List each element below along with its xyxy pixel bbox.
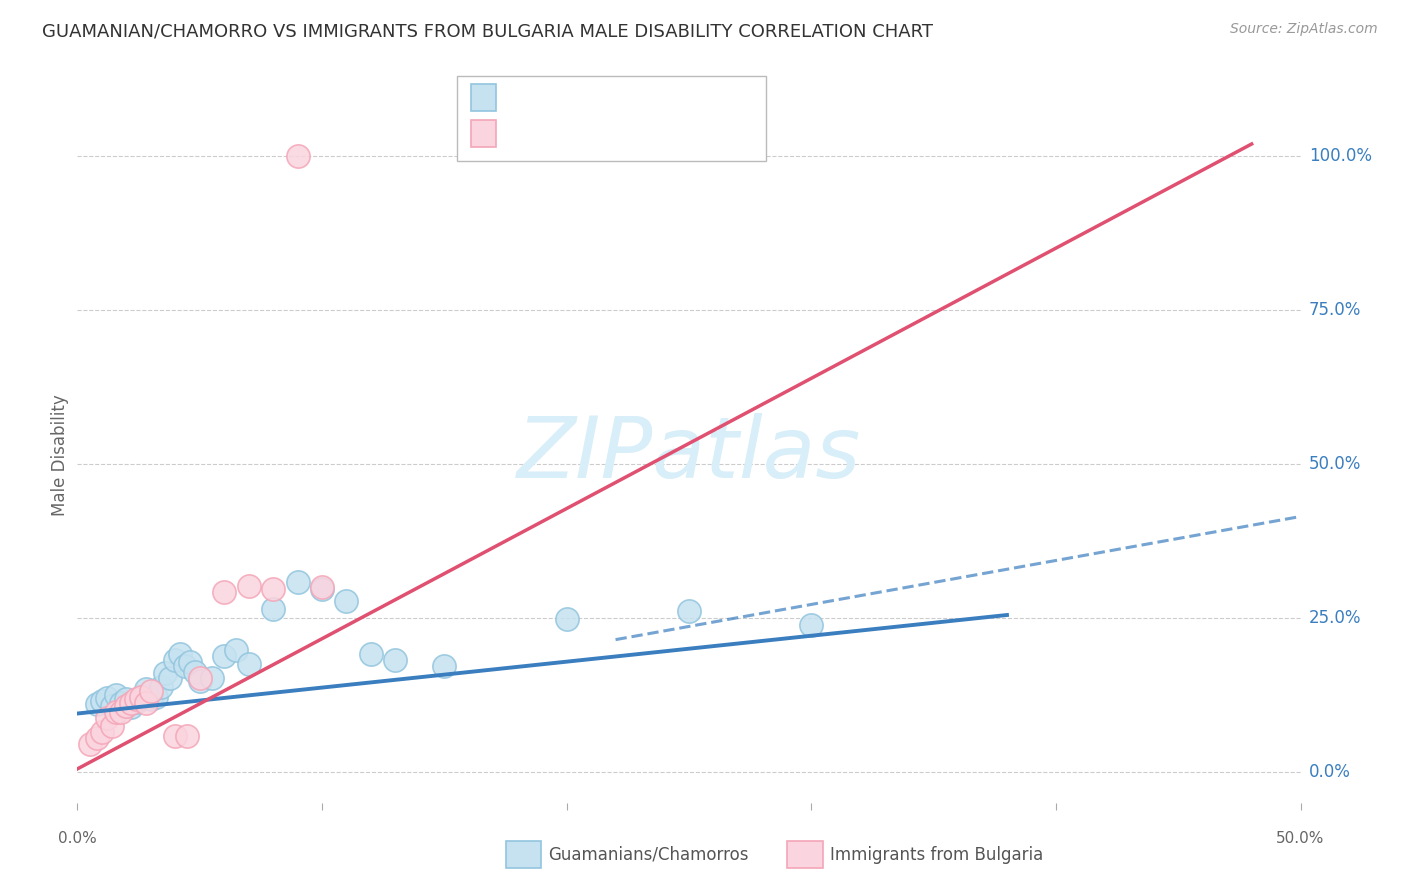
Point	[105, 688, 128, 702]
Point	[188, 672, 211, 686]
Point	[165, 653, 187, 667]
Point	[360, 647, 382, 661]
Point	[129, 691, 152, 706]
Text: 100.0%: 100.0%	[1309, 147, 1372, 165]
Point	[384, 653, 406, 667]
Point	[120, 700, 142, 714]
Point	[159, 672, 181, 686]
Point	[179, 656, 201, 670]
Point	[335, 594, 357, 608]
Point	[225, 643, 247, 657]
Text: R = 0.380   N = 36: R = 0.380 N = 36	[506, 88, 676, 106]
Point	[86, 731, 108, 746]
Point	[96, 711, 118, 725]
Point	[174, 659, 197, 673]
Point	[184, 665, 207, 680]
Point	[135, 681, 157, 696]
Point	[169, 647, 191, 661]
Point	[79, 737, 101, 751]
Point	[433, 659, 456, 673]
Point	[165, 729, 187, 743]
Text: 0.0%: 0.0%	[1309, 763, 1351, 781]
Point	[212, 585, 235, 599]
Point	[120, 696, 142, 710]
Point	[86, 698, 108, 712]
Point	[139, 692, 162, 706]
Text: R = 0.970   N = 21: R = 0.970 N = 21	[506, 125, 676, 143]
Text: 0.0%: 0.0%	[58, 830, 97, 846]
Point	[287, 575, 309, 590]
Point	[800, 618, 823, 632]
Point	[90, 725, 112, 739]
Point	[188, 673, 211, 688]
Point	[238, 579, 260, 593]
Point	[201, 672, 224, 686]
Point	[212, 649, 235, 664]
Point	[110, 705, 132, 719]
Point	[110, 696, 132, 710]
Point	[238, 657, 260, 672]
Point	[115, 698, 138, 713]
Text: Source: ZipAtlas.com: Source: ZipAtlas.com	[1230, 22, 1378, 37]
Text: Guamanians/Chamorros: Guamanians/Chamorros	[548, 846, 749, 863]
Point	[287, 149, 309, 163]
Point	[262, 582, 284, 596]
Point	[262, 602, 284, 616]
Y-axis label: Male Disability: Male Disability	[51, 394, 69, 516]
Point	[139, 683, 162, 698]
Text: 25.0%: 25.0%	[1309, 609, 1361, 627]
Point	[115, 692, 138, 706]
Point	[311, 582, 333, 596]
Point	[125, 692, 148, 706]
Point	[129, 690, 152, 704]
Text: Immigrants from Bulgaria: Immigrants from Bulgaria	[830, 846, 1043, 863]
Point	[96, 691, 118, 706]
Point	[555, 612, 578, 626]
Point	[149, 680, 172, 694]
Point	[311, 580, 333, 594]
Point	[105, 705, 128, 719]
Text: 50.0%: 50.0%	[1309, 455, 1361, 473]
Point	[678, 604, 700, 618]
Point	[100, 698, 122, 713]
Text: ZIPatlas: ZIPatlas	[517, 413, 860, 497]
Text: GUAMANIAN/CHAMORRO VS IMMIGRANTS FROM BULGARIA MALE DISABILITY CORRELATION CHART: GUAMANIAN/CHAMORRO VS IMMIGRANTS FROM BU…	[42, 22, 934, 40]
Point	[100, 719, 122, 733]
Point	[176, 729, 198, 743]
Point	[90, 694, 112, 708]
Point	[155, 666, 177, 681]
Text: 50.0%: 50.0%	[1277, 830, 1324, 846]
Point	[125, 695, 148, 709]
Point	[145, 690, 167, 704]
Point	[135, 696, 157, 710]
Text: 75.0%: 75.0%	[1309, 301, 1361, 319]
